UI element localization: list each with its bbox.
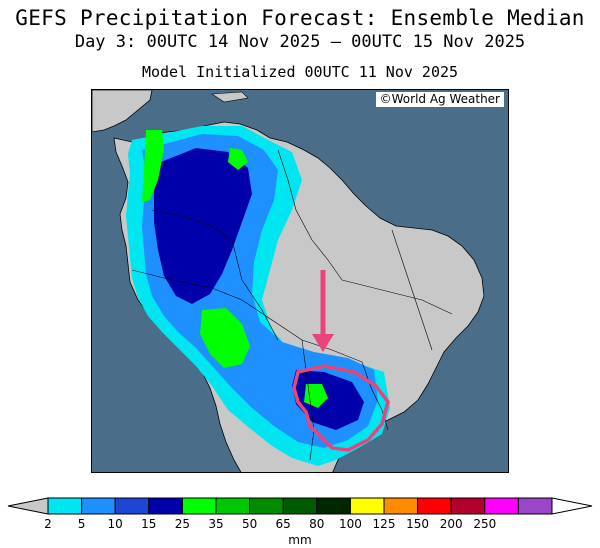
colorbar-tick-label: 5 — [78, 517, 86, 531]
map-title: GEFS Precipitation Forecast: Ensemble Me… — [15, 6, 585, 30]
colorbar-tick-label: 25 — [175, 517, 190, 531]
colorbar-segment — [81, 497, 116, 515]
colorbar-segment — [181, 497, 217, 515]
colorbar-segment — [114, 497, 150, 515]
colorbar-tick-label: 2 — [44, 517, 52, 531]
credit-label: ©World Ag Weather — [375, 92, 504, 107]
colorbar-tick-label: 200 — [440, 517, 463, 531]
colorbar-segment — [215, 497, 251, 515]
colorbar-unit: mm — [288, 533, 311, 547]
colorbar-segment — [349, 497, 385, 515]
colorbar-segment — [450, 497, 486, 515]
annotation-outline — [292, 364, 390, 452]
colorbar-segment — [249, 497, 284, 515]
colorbar-tick-label: 10 — [108, 517, 123, 531]
colorbar-under-triangle — [7, 497, 49, 515]
colorbar-segment — [383, 497, 419, 515]
colorbar: 2 5 10 15 25 35 50 65 80 100 125 150 200 250 mm — [0, 494, 600, 548]
colorbar-tick-label: 80 — [309, 517, 324, 531]
model-init-time: Model Initialized 00UTC 11 Nov 2025 — [141, 63, 459, 81]
colorbar-segment — [517, 497, 553, 515]
colorbar-tick-label: 50 — [242, 517, 257, 531]
colorbar-tick-label: 150 — [406, 517, 429, 531]
colorbar-segment — [316, 497, 351, 515]
colorbar-segment — [282, 497, 318, 515]
colorbar-tick-label: 100 — [339, 517, 362, 531]
colorbar-segment — [484, 497, 519, 515]
colorbar-segment — [47, 497, 83, 515]
colorbar-segment — [417, 497, 452, 515]
colorbar-over-triangle — [551, 497, 593, 515]
colorbar-tick-label: 125 — [373, 517, 396, 531]
colorbar-tick-label: 15 — [141, 517, 156, 531]
precipitation-map: ©World Ag Weather — [91, 89, 509, 473]
colorbar-tick-label: 250 — [473, 517, 496, 531]
land-central-america — [92, 90, 153, 133]
country-borders — [131, 149, 453, 461]
land-caribbean — [211, 91, 249, 103]
colorbar-tick-label: 65 — [276, 517, 291, 531]
annotation-arrow — [312, 270, 334, 352]
precip-shading — [126, 126, 390, 466]
colorbar-segment — [148, 497, 183, 515]
colorbar-tick-label: 35 — [208, 517, 223, 531]
valid-period: Day 3: 00UTC 14 Nov 2025 — 00UTC 15 Nov … — [74, 32, 526, 52]
